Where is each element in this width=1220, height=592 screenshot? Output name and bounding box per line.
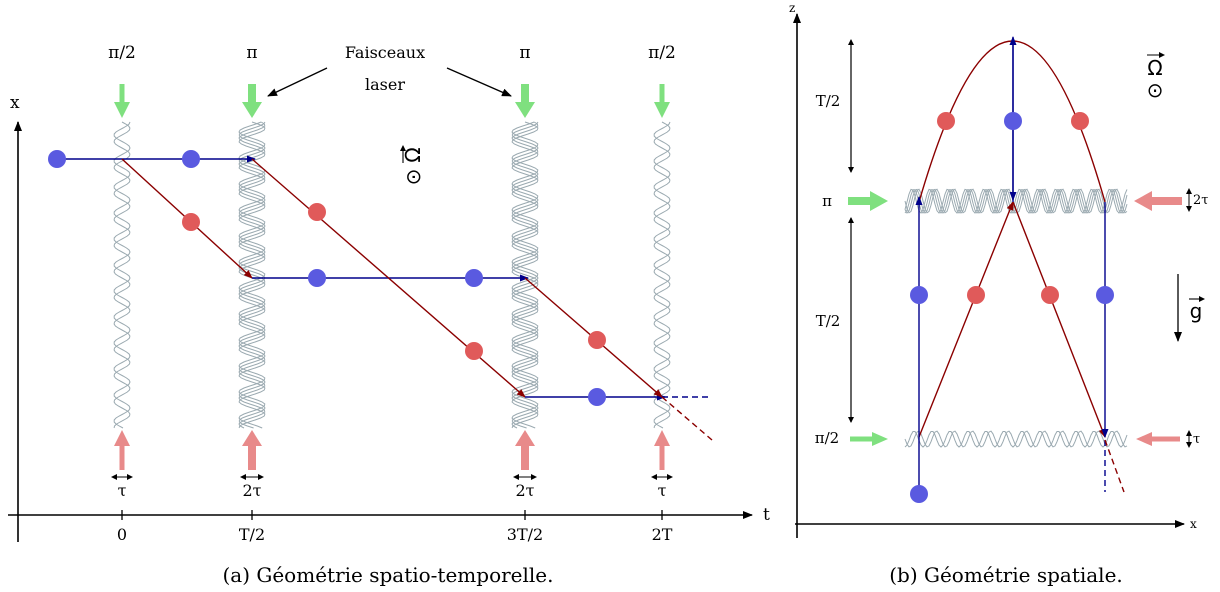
tick-label-0: 0 [117, 525, 127, 544]
green-beam-arrow [242, 84, 262, 118]
atom-blue [588, 388, 606, 406]
duration-label-tau-1: τ [118, 481, 127, 500]
pulse-label-pi2-start: π/2 [108, 43, 136, 63]
red-path-dashed [1104, 439, 1125, 493]
atom-blue [910, 286, 928, 304]
laser-annotation-arrow-left [267, 67, 328, 97]
atom-red [1071, 112, 1089, 130]
green-beam-arrow [848, 191, 888, 211]
axis-label-t-a: t [763, 505, 770, 525]
panel-a: x t 0 T/2 3T/2 2T π/2 π π π/2 [8, 43, 770, 587]
omega-symbol-a: Ω [401, 147, 425, 162]
panel-b: z x T/2 T/2 π π/2 2τ τ [789, 1, 1208, 587]
tick-label-3t2: 3T/2 [507, 525, 543, 544]
fringe-strand [904, 430, 1128, 448]
axis-label-x-a: x [10, 93, 20, 113]
duration-label-tau-2: τ [658, 481, 667, 500]
red-path [1012, 201, 1106, 438]
atom-red [937, 112, 955, 130]
red-beam-arrow [1136, 432, 1180, 446]
atom-red [588, 331, 606, 349]
pulse-label-pi-2: π [519, 43, 530, 63]
duration-label-2tau-2: 2τ [515, 481, 534, 500]
duration-label-tau-b: τ [1193, 432, 1200, 447]
laser-pulse-zone [653, 121, 671, 429]
atom-blue [1096, 286, 1114, 304]
fringe-strand [238, 121, 266, 429]
atom-blue [48, 150, 66, 168]
red-beam-arrow [242, 430, 262, 470]
axis-label-z-b: z [789, 1, 795, 15]
fringe-strand [511, 121, 539, 429]
atom-red [182, 213, 200, 231]
fringe-strand [511, 121, 539, 429]
laser-annotation-arrow-right [446, 67, 512, 97]
green-beam-arrow [114, 84, 130, 118]
tick-label-2t: 2T [652, 525, 673, 544]
atom-red [1041, 286, 1059, 304]
atom-red [308, 203, 326, 221]
atom-red [967, 286, 985, 304]
tick-label-t2: T/2 [239, 525, 265, 544]
laser-annotation-line1: Faisceaux [345, 43, 425, 62]
laser-pulse-zone [113, 121, 131, 429]
red-beam-arrow [654, 430, 670, 470]
red-beam-arrow [515, 430, 535, 470]
duration-label-2tau-b: 2τ [1193, 193, 1208, 208]
green-beam-arrow [654, 84, 670, 118]
fringe-strand [238, 121, 266, 429]
fringe-strand [904, 431, 1128, 448]
omega-dot-a: ⊙ [401, 169, 425, 186]
interval-label-bottom: T/2 [816, 312, 841, 330]
pulse-label-pi-1: π [246, 43, 257, 63]
atom-red [465, 342, 483, 360]
interval-label-top: T/2 [816, 92, 841, 110]
laser-pulse-zone [238, 121, 266, 429]
green-beam-arrow [850, 432, 888, 446]
pulse-label-pi2-b: π/2 [815, 429, 839, 447]
pulse-label-pi-b: π [822, 192, 832, 210]
fringe-strand [904, 189, 1128, 214]
laser-pulse-zone [904, 430, 1128, 448]
green-beam-arrow [515, 84, 535, 118]
omega-dot-b: ⊙ [1147, 78, 1164, 102]
duration-label-2tau-1: 2τ [242, 481, 261, 500]
fringe-strand [238, 121, 266, 429]
atom-blue [1004, 112, 1022, 130]
atom-blue [465, 269, 483, 287]
atom-blue [182, 150, 200, 168]
caption-b: (b) Géométrie spatiale. [889, 563, 1123, 587]
fringe-strand [653, 121, 671, 429]
red-beam-arrow [1134, 191, 1182, 211]
fringe-strand [653, 121, 671, 429]
laser-pulse-zone [511, 121, 539, 429]
fringe-strand [238, 121, 266, 429]
red-path [918, 201, 1014, 438]
atom-blue [308, 269, 326, 287]
red-path-dashed [661, 396, 713, 441]
atom-blue [910, 485, 928, 503]
fringe-strand [113, 121, 131, 429]
laser-annotation-line2: laser [365, 75, 405, 94]
axis-label-x-b: x [1190, 517, 1197, 531]
fringe-strand [511, 121, 539, 429]
omega-symbol-b: Ω [1147, 56, 1162, 80]
red-beam-arrow [114, 430, 130, 470]
fringe-strand [113, 121, 131, 429]
pulse-label-pi2-end: π/2 [648, 43, 676, 63]
gravity-symbol: g [1190, 299, 1203, 323]
caption-a: (a) Géométrie spatio-temporelle. [222, 563, 553, 587]
